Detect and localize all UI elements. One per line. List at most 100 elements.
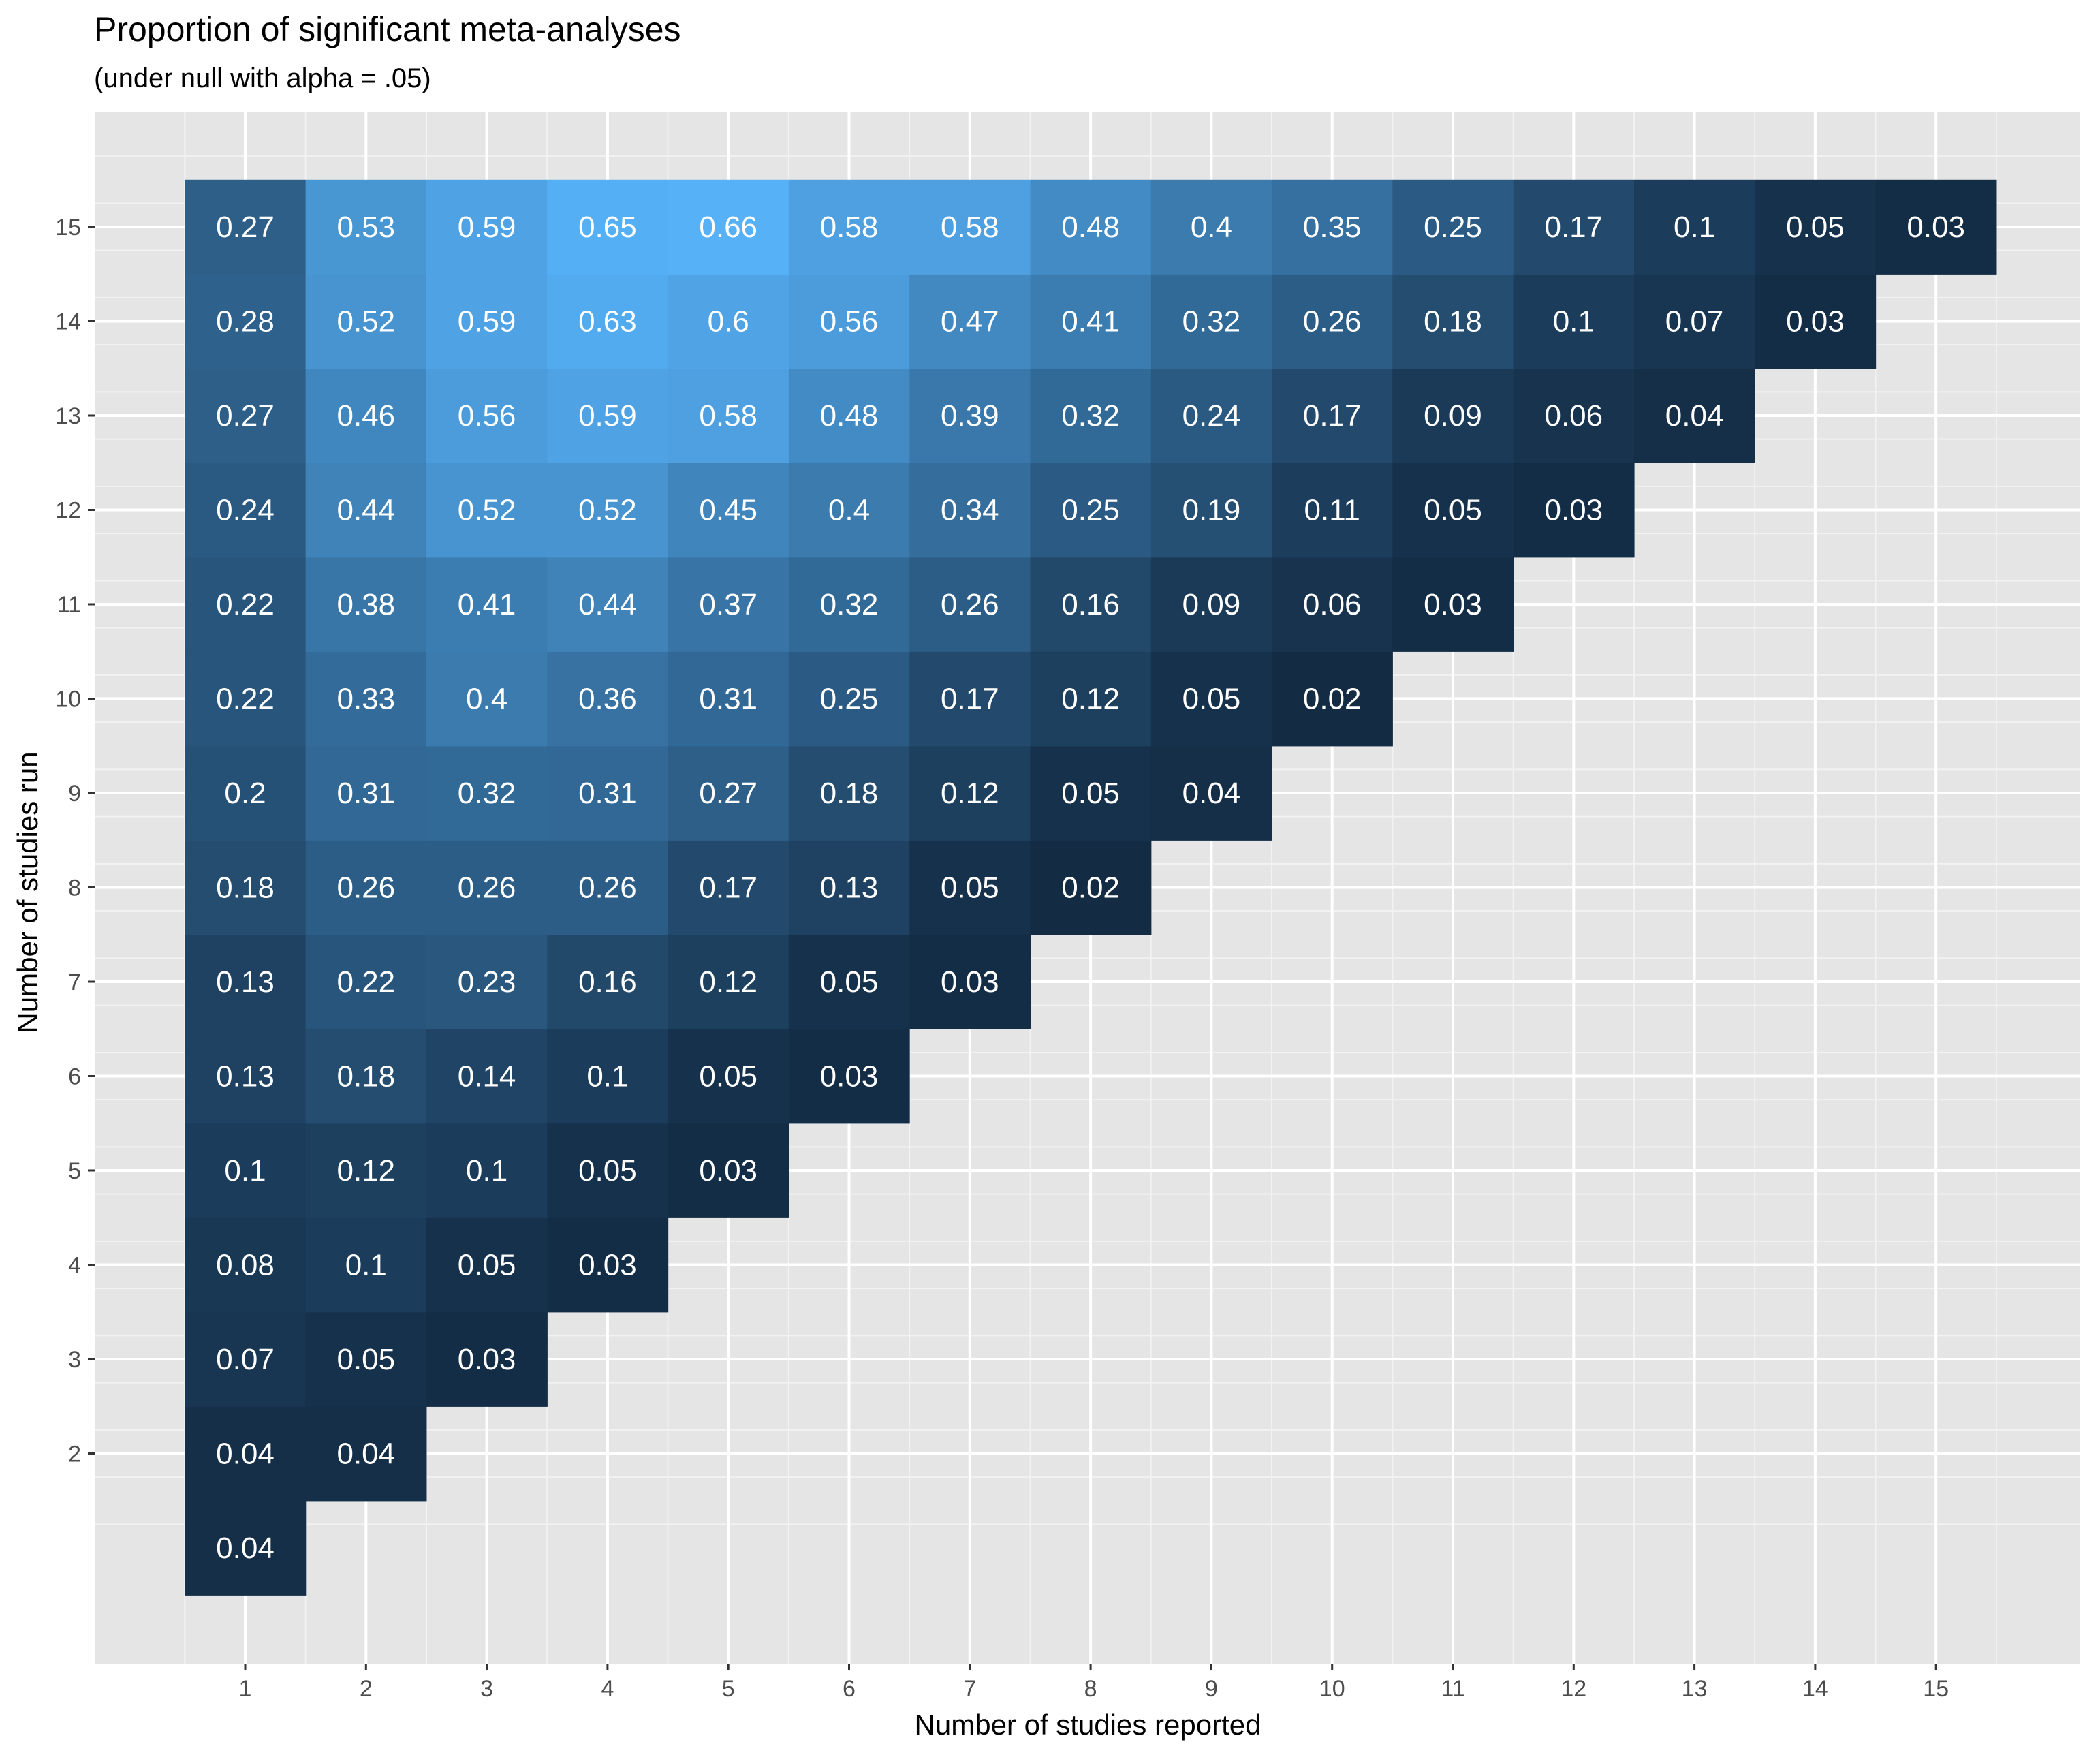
x-tick-label: 6 bbox=[843, 1676, 856, 1702]
cell-value-label: 0.17 bbox=[1303, 399, 1362, 433]
heatmap-cell bbox=[909, 745, 1031, 841]
cell-value-label: 0.58 bbox=[820, 211, 879, 244]
heatmap-cell bbox=[305, 463, 427, 558]
cell-value-label: 0.18 bbox=[1424, 305, 1482, 339]
heatmap-cell bbox=[426, 745, 548, 841]
heatmap-cell bbox=[185, 651, 307, 747]
heatmap-cell bbox=[1030, 651, 1152, 747]
heatmap-cell bbox=[185, 1406, 307, 1502]
heatmap-cell bbox=[1392, 463, 1514, 558]
heatmap-cell bbox=[305, 1406, 427, 1502]
heatmap-cell bbox=[1150, 557, 1272, 652]
cell-value-label: 0.48 bbox=[1061, 211, 1120, 244]
cell-value-label: 0.36 bbox=[578, 683, 637, 716]
cell-value-label: 0.31 bbox=[336, 777, 395, 810]
heatmap-cell bbox=[1150, 274, 1272, 369]
heatmap-cell bbox=[426, 557, 548, 652]
cell-value-label: 0.1 bbox=[466, 1154, 507, 1187]
cell-value-label: 0.63 bbox=[578, 305, 637, 339]
cell-value-label: 0.18 bbox=[336, 1060, 395, 1093]
heatmap-cell bbox=[426, 368, 548, 463]
cell-value-label: 0.19 bbox=[1182, 494, 1241, 527]
heatmap-cell bbox=[1150, 368, 1272, 463]
heatmap-cell bbox=[305, 274, 427, 369]
heatmap-cell bbox=[305, 745, 427, 841]
cell-value-label: 0.25 bbox=[1061, 494, 1120, 527]
cell-value-label: 0.22 bbox=[216, 588, 275, 621]
heatmap-cell bbox=[1392, 557, 1514, 652]
heatmap-cell bbox=[788, 651, 910, 747]
heatmap-cell bbox=[185, 934, 307, 1029]
cell-value-label: 0.47 bbox=[941, 305, 999, 339]
cell-value-label: 0.4 bbox=[1191, 211, 1232, 244]
heatmap-cell bbox=[1030, 179, 1152, 275]
heatmap-cell bbox=[668, 651, 789, 747]
cell-value-label: 0.03 bbox=[1544, 494, 1603, 527]
heatmap-cell bbox=[185, 840, 307, 935]
cell-value-label: 0.03 bbox=[1424, 588, 1482, 621]
cell-value-label: 0.04 bbox=[216, 1531, 275, 1565]
cell-value-label: 0.25 bbox=[820, 683, 879, 716]
cell-value-label: 0.13 bbox=[216, 965, 275, 999]
heatmap-cell bbox=[426, 934, 548, 1029]
x-tick-label: 2 bbox=[360, 1676, 373, 1702]
heatmap-cell bbox=[305, 840, 427, 935]
cell-value-label: 0.59 bbox=[458, 305, 516, 339]
cell-value-label: 0.17 bbox=[941, 683, 999, 716]
cell-value-label: 0.09 bbox=[1182, 588, 1241, 621]
cell-value-label: 0.22 bbox=[336, 965, 395, 999]
heatmap-cell bbox=[1030, 274, 1152, 369]
x-tick-label: 7 bbox=[963, 1676, 976, 1702]
heatmap-cell bbox=[1634, 368, 1755, 463]
heatmap-cell bbox=[788, 179, 910, 275]
heatmap-cell bbox=[1634, 179, 1755, 275]
heatmap-cell bbox=[788, 557, 910, 652]
cell-value-label: 0.05 bbox=[699, 1060, 757, 1093]
heatmap-cell bbox=[668, 840, 789, 935]
chart-subtitle: (under null with alpha = .05) bbox=[94, 63, 431, 93]
cell-value-label: 0.12 bbox=[1061, 683, 1120, 716]
x-tick-label: 3 bbox=[480, 1676, 493, 1702]
y-tick-label: 4 bbox=[68, 1253, 81, 1279]
heatmap-cell bbox=[1030, 463, 1152, 558]
cell-value-label: 0.25 bbox=[1424, 211, 1482, 244]
y-tick-label: 12 bbox=[55, 498, 81, 524]
cell-value-label: 0.03 bbox=[699, 1154, 757, 1187]
heatmap-cell bbox=[547, 1217, 669, 1313]
cell-value-label: 0.18 bbox=[820, 777, 879, 810]
heatmap-cell bbox=[305, 1217, 427, 1313]
cell-value-label: 0.37 bbox=[699, 588, 757, 621]
y-tick-label: 7 bbox=[68, 969, 81, 995]
heatmap-cell bbox=[426, 179, 548, 275]
y-tick-label: 6 bbox=[68, 1064, 81, 1090]
x-tick-label: 8 bbox=[1084, 1676, 1097, 1702]
cell-value-label: 0.06 bbox=[1303, 588, 1362, 621]
heatmap-cells bbox=[185, 179, 1997, 1596]
heatmap-cell bbox=[1272, 463, 1393, 558]
heatmap-cell bbox=[668, 274, 789, 369]
cell-value-label: 0.16 bbox=[1061, 588, 1120, 621]
cell-value-label: 0.32 bbox=[1061, 399, 1120, 433]
heatmap-cell bbox=[1150, 463, 1272, 558]
heatmap-cell bbox=[1272, 651, 1393, 747]
heatmap-cell bbox=[185, 745, 307, 841]
cell-value-label: 0.04 bbox=[336, 1437, 395, 1471]
heatmap-cell bbox=[547, 179, 669, 275]
heatmap-cell bbox=[185, 1029, 307, 1124]
cell-value-label: 0.05 bbox=[578, 1154, 637, 1187]
cell-value-label: 0.26 bbox=[1303, 305, 1362, 339]
y-tick-label: 10 bbox=[55, 687, 81, 713]
cell-value-label: 0.22 bbox=[216, 683, 275, 716]
cell-value-label: 0.28 bbox=[216, 305, 275, 339]
heatmap-cell bbox=[1150, 745, 1272, 841]
heatmap-cell bbox=[185, 463, 307, 558]
cell-value-label: 0.32 bbox=[458, 777, 516, 810]
heatmap-cell bbox=[668, 934, 789, 1029]
cell-value-label: 0.05 bbox=[1786, 211, 1845, 244]
heatmap-cell bbox=[1150, 179, 1272, 275]
cell-value-label: 0.65 bbox=[578, 211, 637, 244]
y-axis: 2 3 4 5 6 7 8 9 10 11 12 13 14 15 bbox=[55, 215, 95, 1467]
heatmap-cell bbox=[788, 840, 910, 935]
heatmap-cell bbox=[788, 274, 910, 369]
